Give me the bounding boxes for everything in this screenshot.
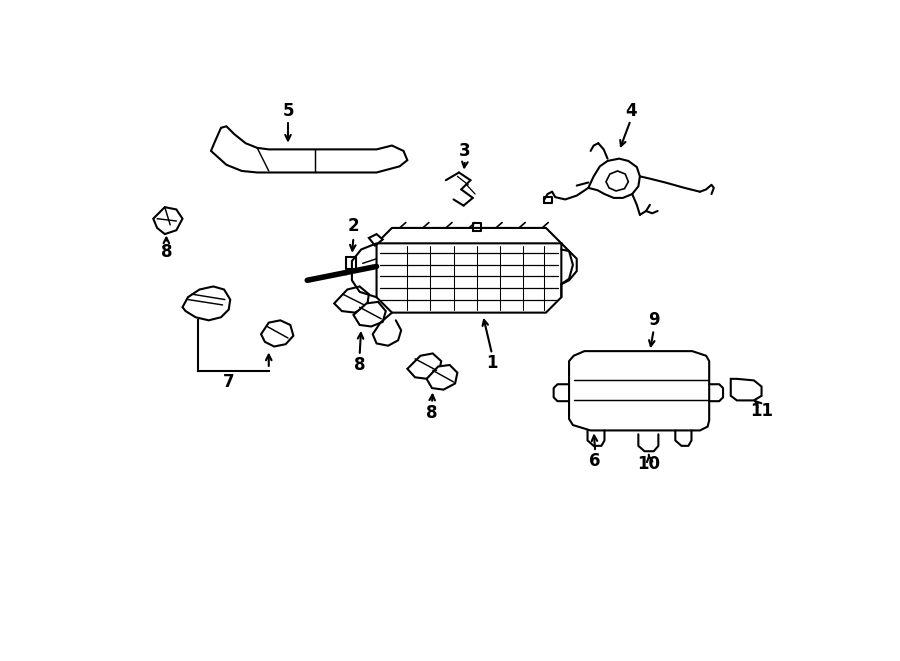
Text: 9: 9 (648, 311, 660, 329)
Text: 10: 10 (637, 455, 661, 473)
Polygon shape (211, 126, 408, 173)
Text: 3: 3 (459, 142, 471, 160)
Text: 6: 6 (590, 452, 601, 470)
Text: 5: 5 (283, 102, 293, 120)
Text: 8: 8 (354, 356, 365, 374)
Polygon shape (731, 379, 761, 401)
Polygon shape (376, 243, 562, 313)
Polygon shape (376, 228, 562, 258)
Text: 11: 11 (750, 402, 773, 420)
Polygon shape (427, 365, 457, 389)
Text: 8: 8 (160, 243, 172, 261)
Text: 1: 1 (486, 354, 498, 372)
Polygon shape (334, 286, 369, 313)
Text: 2: 2 (347, 217, 359, 235)
Polygon shape (183, 286, 230, 321)
Polygon shape (606, 171, 628, 191)
Polygon shape (369, 234, 382, 246)
Polygon shape (408, 354, 441, 379)
Polygon shape (589, 159, 640, 198)
Circle shape (589, 382, 604, 397)
Polygon shape (153, 207, 183, 234)
Polygon shape (261, 321, 293, 346)
Text: 4: 4 (625, 102, 636, 120)
Text: 7: 7 (223, 373, 235, 391)
Polygon shape (354, 302, 386, 327)
Text: 8: 8 (427, 404, 437, 422)
Polygon shape (569, 351, 709, 430)
